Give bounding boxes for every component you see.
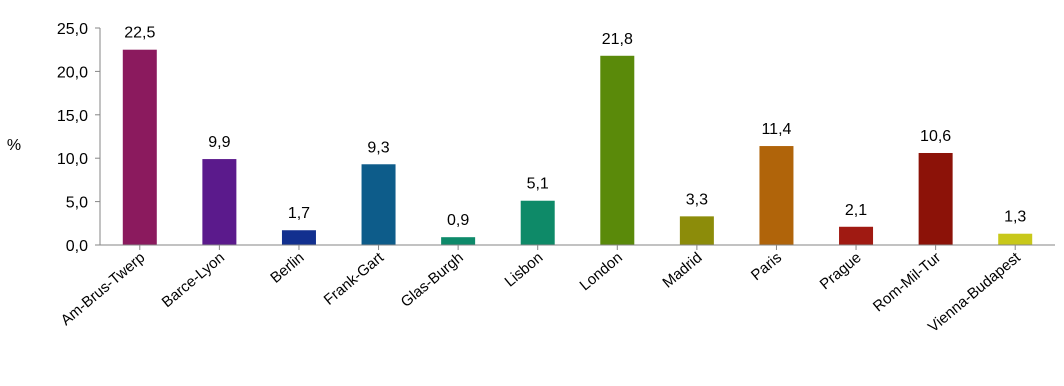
data-label: 22,5 <box>124 25 155 42</box>
category-label: Barce-Lyon <box>159 249 228 311</box>
bar <box>600 55 635 245</box>
category-labels: Am-Brus-Twerp Barce-Lyon Berlin Frank-Gart G… <box>58 245 1024 336</box>
category-label: Lisbon <box>501 249 546 290</box>
category-label: Rom-Mil-Tur <box>870 249 944 315</box>
data-label: 2,1 <box>845 202 867 219</box>
axes <box>99 28 1055 246</box>
category-label: London <box>577 249 626 294</box>
data-label: 9,3 <box>367 139 389 156</box>
y-tick-label: 0,0 <box>66 238 88 255</box>
data-labels: 22,5 9,9 1,7 9,3 0,9 5,1 21,8 3,3 11,4 2,1 10,6 1,3 <box>124 25 1026 229</box>
bar <box>998 233 1033 245</box>
bars <box>122 49 1033 246</box>
data-label: 1,7 <box>288 205 310 222</box>
category-label: Madrid <box>659 249 705 292</box>
bar <box>918 152 953 245</box>
y-ticks: 0,0 5,0 10,0 15,0 20,0 25,0 <box>57 21 100 255</box>
category-label: Frank-Gart <box>321 249 388 309</box>
data-label: 1,3 <box>1004 209 1026 226</box>
y-tick-label: 5,0 <box>66 195 88 212</box>
data-label: 10,6 <box>920 128 951 145</box>
category-label: Prague <box>817 249 865 293</box>
y-tick-label: 15,0 <box>57 108 88 125</box>
category-label: Paris <box>748 249 785 284</box>
y-axis-label: % <box>7 137 21 154</box>
bar <box>281 230 316 245</box>
bar <box>441 237 476 245</box>
y-tick-label: 25,0 <box>57 21 88 38</box>
y-tick-label: 10,0 <box>57 151 88 168</box>
data-label: 11,4 <box>761 121 791 138</box>
data-label: 9,9 <box>208 134 230 151</box>
data-label: 0,9 <box>447 212 469 229</box>
y-tick-label: 20,0 <box>57 64 88 81</box>
category-label: Glas-Burgh <box>398 249 467 311</box>
data-label: 3,3 <box>686 191 708 208</box>
bar <box>122 49 157 246</box>
bar <box>839 226 874 245</box>
data-label: 5,1 <box>527 176 549 193</box>
bar <box>202 159 237 245</box>
bar <box>679 216 714 245</box>
data-label: 21,8 <box>602 31 633 48</box>
category-label: Berlin <box>267 249 307 287</box>
bar <box>361 164 396 245</box>
bar <box>759 146 794 245</box>
category-label: Am-Brus-Twerp <box>58 249 149 329</box>
y-axis-group: % <box>7 137 21 154</box>
bar <box>520 200 555 245</box>
